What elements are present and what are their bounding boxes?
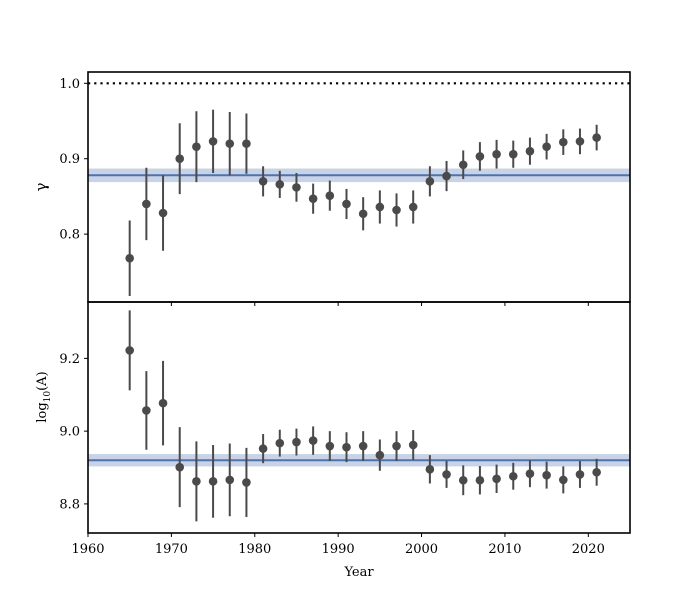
data-point: [442, 171, 451, 181]
ylabel-argument: (A): [35, 371, 50, 391]
x-tick-label: 2020: [572, 542, 605, 557]
y-tick-label: 0.8: [59, 228, 80, 243]
data-point: [258, 177, 268, 186]
x-axis-label: Year: [343, 565, 374, 580]
x-tick-label: 2000: [405, 542, 438, 557]
y-tick-label: 9.2: [59, 352, 80, 367]
data-point: [458, 160, 468, 170]
data-point: [292, 437, 301, 447]
y-tick-label: 0.9: [59, 152, 80, 167]
ylabel-log: log: [35, 402, 50, 422]
data-point: [358, 441, 368, 451]
data-point: [575, 137, 585, 146]
data-point: [342, 442, 351, 452]
data-point: [475, 475, 485, 485]
data-point: [508, 471, 518, 481]
data-point: [442, 470, 451, 479]
data-point: [175, 154, 185, 164]
data-point: [592, 467, 601, 477]
data-point: [208, 137, 218, 146]
data-point: [258, 444, 268, 453]
data-point: [592, 133, 601, 142]
x-tick-label: 1960: [71, 542, 104, 557]
data-point: [492, 149, 501, 159]
data-point: [208, 477, 218, 486]
data-point: [525, 469, 535, 479]
data-point: [242, 478, 251, 487]
data-point: [225, 139, 235, 148]
data-point: [242, 139, 251, 148]
data-point: [275, 438, 285, 448]
data-point: [408, 440, 418, 450]
ylabel-subscript: 10: [43, 391, 53, 403]
y-tick-label: 9.0: [59, 425, 80, 440]
data-point: [375, 202, 385, 212]
data-point: [158, 208, 168, 218]
data-point: [425, 177, 435, 186]
y-tick-label: 1.0: [59, 77, 80, 92]
data-point: [308, 436, 318, 445]
axes-frame: [87, 301, 631, 534]
data-point: [342, 199, 351, 209]
data-point: [575, 470, 585, 479]
data-point: [508, 149, 518, 159]
x-tick-label: 1980: [238, 542, 271, 557]
axes-frame: [87, 71, 631, 303]
data-point: [292, 183, 301, 192]
data-point: [125, 253, 134, 263]
data-point: [425, 465, 435, 474]
data-point: [392, 205, 401, 215]
data-point: [325, 441, 335, 451]
data-point: [542, 470, 551, 480]
top-panel: 0.8 0.9 1.0: [59, 71, 631, 306]
data-point: [192, 477, 201, 486]
data-point: [542, 142, 551, 151]
data-point: [408, 202, 418, 212]
data-point: [308, 194, 318, 203]
bottom-panel: 8.8 9.0 9.2 1960 1970 1980 1990 2000 2010 2020: [59, 301, 631, 557]
data-point: [325, 191, 335, 200]
data-point: [158, 398, 168, 408]
data-point: [475, 152, 485, 161]
data-point: [175, 462, 185, 472]
data-point: [142, 406, 151, 415]
data-point: [525, 146, 535, 156]
x-tick-label: 2010: [488, 542, 521, 557]
x-tick-label: 1990: [322, 542, 355, 557]
x-tick-label: 1970: [155, 542, 188, 557]
data-point: [192, 142, 201, 151]
data-point: [358, 209, 368, 219]
data-point: [275, 180, 285, 189]
data-point: [225, 475, 235, 485]
data-point: [375, 450, 385, 460]
data-point: [125, 346, 134, 355]
data-point: [392, 441, 401, 451]
data-point: [492, 474, 501, 484]
bottom-y-axis-label: log10(A): [35, 371, 53, 422]
top-y-axis-label: γ: [32, 182, 50, 191]
data-point: [558, 475, 568, 485]
y-tick-label: 8.8: [59, 497, 80, 512]
data-point: [558, 137, 568, 147]
data-point: [142, 199, 151, 209]
data-point: [458, 475, 468, 485]
